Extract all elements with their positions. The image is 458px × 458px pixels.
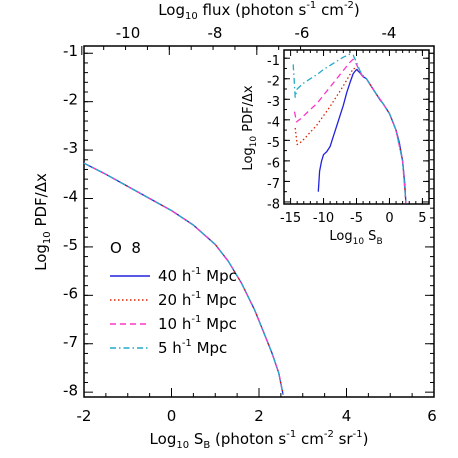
inset-y-tick-label: -8 — [267, 198, 280, 213]
series-line-4 — [83, 162, 284, 395]
legend: O 8 40 h-1 Mpc 20 h-1 Mpc 10 h-1 Mpc 5 h… — [110, 239, 237, 357]
inset-x-tick-labels: -15 -10 -5 0 5 — [280, 211, 427, 226]
legend-title: O 8 — [110, 239, 141, 257]
legend-label: 10 h-1 Mpc — [158, 314, 237, 333]
y-axis-label: Log10 PDF/Δx — [32, 173, 53, 271]
y-tick-label: -5 — [63, 236, 78, 254]
inset-x-tick-label: 5 — [418, 211, 426, 226]
inset-x-tick-label: -5 — [350, 211, 363, 226]
inset-y-tick-label: -6 — [267, 157, 280, 172]
top-x-tick-label: -6 — [295, 24, 310, 42]
x-tick-label: 6 — [427, 407, 437, 425]
inset-x-tick-label: -10 — [313, 211, 334, 226]
inset-x-axis-label: Log10 SB — [329, 229, 382, 247]
top-x-axis-label: Log10 flux (photon s-1 cm-2) — [158, 0, 360, 22]
legend-label: 40 h-1 Mpc — [158, 266, 237, 285]
top-x-tick-label: -4 — [382, 24, 397, 42]
inset-y-tick-label: -4 — [267, 116, 280, 131]
main-axis-ticks — [81, 46, 435, 397]
y-tick-label: -6 — [63, 285, 78, 303]
inset-x-tick-label: 0 — [385, 211, 393, 226]
x-axis-label: Log10 SB (photon s-1 cm-2 sr-1) — [150, 429, 369, 451]
x-tick-label: -2 — [77, 407, 92, 425]
legend-label: 20 h-1 Mpc — [158, 290, 237, 309]
inset-axis-ticks — [284, 50, 429, 204]
main-y-tick-labels: -1 -2 -3 -4 -5 -6 -7 -8 — [63, 42, 78, 400]
inset-series-group — [292, 53, 407, 204]
y-tick-label: -7 — [63, 333, 78, 351]
y-tick-label: -1 — [63, 42, 78, 60]
inset-y-tick-label: -1 — [267, 54, 280, 69]
x-tick-label: 0 — [167, 407, 177, 425]
inset-y-tick-labels: -1 -2 -3 -4 -5 -6 -7 -8 — [267, 54, 280, 213]
inset-y-tick-label: -5 — [267, 136, 280, 151]
top-x-tick-label: -10 — [116, 24, 141, 42]
x-tick-label: 4 — [342, 407, 352, 425]
y-tick-label: -3 — [63, 139, 78, 157]
inset-y-axis-label: Log10 PDF/Δx — [241, 85, 259, 170]
series-line-4 — [292, 53, 407, 204]
inset-plot-frame — [283, 49, 430, 205]
y-tick-label: -8 — [63, 382, 78, 400]
main-series-group — [83, 162, 284, 395]
inset-y-tick-label: -3 — [267, 95, 280, 110]
top-x-tick-labels: -10 -8 -6 -4 — [116, 24, 397, 42]
inset-y-tick-label: -2 — [267, 74, 280, 89]
main-x-tick-labels: -2 0 2 4 6 — [77, 407, 437, 425]
inset-x-tick-label: -15 — [280, 211, 301, 226]
y-tick-label: -4 — [63, 188, 78, 206]
legend-label: 5 h-1 Mpc — [158, 338, 227, 357]
x-tick-label: 2 — [254, 407, 264, 425]
y-tick-label: -2 — [63, 91, 78, 109]
inset-y-tick-label: -7 — [267, 177, 280, 192]
top-x-tick-label: -8 — [208, 24, 223, 42]
